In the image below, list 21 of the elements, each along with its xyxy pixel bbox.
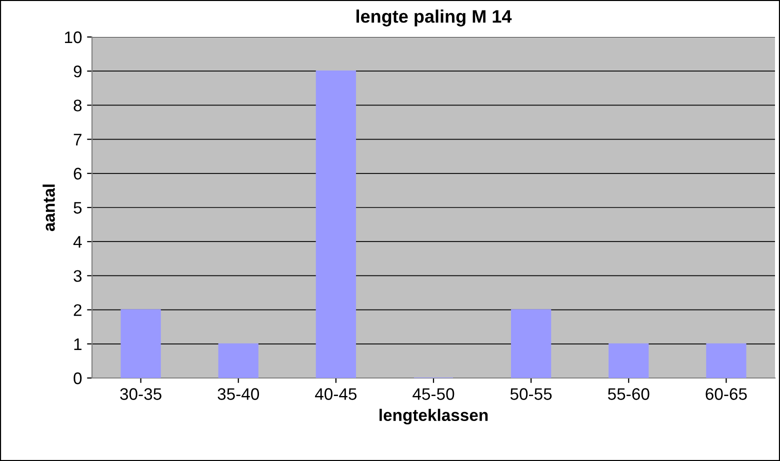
y-tick-label: 2 xyxy=(74,304,82,316)
x-tick-label: 45-50 xyxy=(412,388,454,400)
x-tick-label: 40-45 xyxy=(315,388,357,400)
x-axis-title: lengteklassen xyxy=(380,408,488,424)
chart-title: lengte paling M 14 xyxy=(356,10,512,26)
y-tick-label: 9 xyxy=(74,66,82,78)
y-tick-label: 3 xyxy=(74,270,82,282)
y-tick-label: 10 xyxy=(65,31,82,44)
y-tick-label: 0 xyxy=(74,372,82,384)
x-tick-label: 55-60 xyxy=(608,388,650,400)
x-tick-label: 30-35 xyxy=(120,388,162,400)
y-axis-title: aantal xyxy=(42,184,55,232)
x-tick-label: 35-40 xyxy=(218,388,260,400)
y-tick-label: 5 xyxy=(74,202,82,214)
y-tick-label: 1 xyxy=(74,338,82,350)
y-tick-label: 6 xyxy=(74,168,82,180)
x-tick-label: 60-65 xyxy=(706,388,747,400)
x-tick-label: 50-55 xyxy=(510,388,552,400)
y-tick-label: 7 xyxy=(74,134,82,146)
y-tick-label: 8 xyxy=(74,100,82,112)
y-tick-label: 4 xyxy=(73,236,82,248)
